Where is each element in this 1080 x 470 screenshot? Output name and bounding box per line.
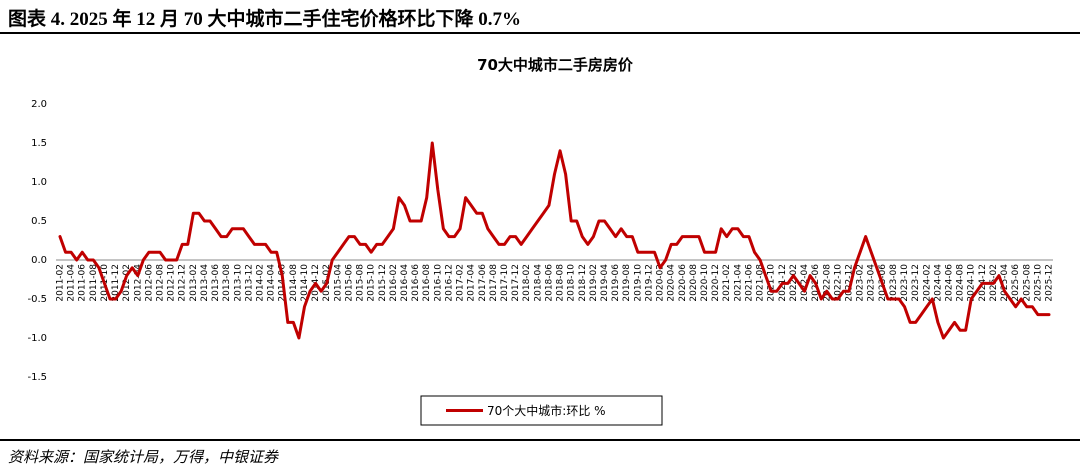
x-tick-label: 2016-06 bbox=[411, 264, 421, 302]
x-tick-label: 2016-08 bbox=[422, 264, 432, 302]
x-tick-label: 2012-10 bbox=[167, 264, 177, 302]
x-tick-label: 2020-02 bbox=[656, 264, 666, 302]
x-tick-label: 2019-10 bbox=[633, 264, 643, 302]
x-tick-label: 2013-10 bbox=[233, 264, 243, 302]
x-tick-label: 2013-02 bbox=[189, 264, 199, 302]
legend-label: 70个大中城市:环比 % bbox=[487, 403, 606, 418]
x-tick-label: 2019-02 bbox=[589, 264, 599, 302]
x-tick-label: 2015-12 bbox=[378, 264, 388, 302]
x-tick-label: 2014-04 bbox=[267, 264, 277, 302]
x-tick-label: 2025-10 bbox=[1033, 264, 1043, 302]
legend: 70个大中城市:环比 % bbox=[420, 395, 663, 426]
x-tick-label: 2019-04 bbox=[600, 264, 610, 302]
top-rule bbox=[0, 32, 1080, 34]
x-tick-label: 2022-08 bbox=[822, 264, 832, 302]
x-tick-label: 2018-08 bbox=[556, 264, 566, 302]
x-tick-label: 2022-10 bbox=[833, 264, 843, 302]
y-tick-label: -1.5 bbox=[27, 372, 47, 383]
y-tick-label: 0.0 bbox=[31, 255, 47, 266]
x-tick-label: 2022-04 bbox=[800, 264, 810, 302]
x-tick-label: 2023-04 bbox=[867, 264, 877, 302]
x-tick-label: 2012-02 bbox=[122, 264, 132, 302]
x-tick-label: 2021-04 bbox=[733, 264, 743, 302]
x-tick-label: 2015-04 bbox=[333, 264, 343, 302]
y-tick-label: 0.5 bbox=[31, 216, 47, 227]
x-tick-label: 2011-06 bbox=[78, 264, 88, 302]
x-tick-label: 2011-04 bbox=[67, 264, 77, 302]
x-tick-label: 2018-04 bbox=[533, 264, 543, 302]
x-tick-label: 2014-08 bbox=[289, 264, 299, 302]
x-tick-label: 2023-08 bbox=[889, 264, 899, 302]
x-tick-label: 2015-10 bbox=[367, 264, 377, 302]
x-tick-label: 2020-04 bbox=[667, 264, 677, 302]
x-tick-label: 2014-02 bbox=[256, 264, 266, 302]
x-tick-label: 2023-10 bbox=[900, 264, 910, 302]
x-tick-label: 2017-06 bbox=[478, 264, 488, 302]
x-tick-label: 2021-02 bbox=[722, 264, 732, 302]
x-tick-label: 2011-02 bbox=[56, 264, 66, 302]
chart: 70大中城市二手房房价 -1.5 -1.0 -0.5 0.0 0.5 1.0 1.5 2.0 2… bbox=[27, 56, 1055, 426]
x-tick-label: 2016-12 bbox=[444, 264, 454, 302]
x-tick-label: 2021-06 bbox=[744, 264, 754, 302]
x-tick-label: 2019-08 bbox=[622, 264, 632, 302]
x-tick-label: 2020-08 bbox=[689, 264, 699, 302]
x-tick-label: 2013-12 bbox=[244, 264, 254, 302]
x-tick-label: 2015-08 bbox=[356, 264, 366, 302]
x-tick-label: 2011-08 bbox=[89, 264, 99, 302]
x-tick-label: 2017-04 bbox=[467, 264, 477, 302]
x-tick-label: 2024-10 bbox=[967, 264, 977, 302]
x-tick-label: 2012-08 bbox=[156, 264, 166, 302]
x-tick-label: 2024-08 bbox=[956, 264, 966, 302]
y-tick-label: -1.0 bbox=[27, 333, 47, 344]
x-tick-label: 2023-12 bbox=[911, 264, 921, 302]
x-tick-label: 2017-10 bbox=[500, 264, 510, 302]
x-tick-label: 2018-06 bbox=[544, 264, 554, 302]
x-tick-label: 2018-10 bbox=[567, 264, 577, 302]
x-tick-label: 2016-10 bbox=[433, 264, 443, 302]
x-tick-label: 2012-04 bbox=[133, 264, 143, 302]
x-tick-label: 2016-04 bbox=[400, 264, 410, 302]
x-tick-label: 2019-12 bbox=[644, 264, 654, 302]
x-tick-label: 2020-10 bbox=[700, 264, 710, 302]
x-tick-label: 2021-10 bbox=[767, 264, 777, 302]
x-tick-label: 2024-06 bbox=[944, 264, 954, 302]
x-tick-label: 2020-06 bbox=[678, 264, 688, 302]
y-tick-label: 2.0 bbox=[31, 99, 47, 110]
y-tick-label: 1.0 bbox=[31, 177, 47, 188]
x-tick-label: 2025-06 bbox=[1011, 264, 1021, 302]
source-note: 资料来源：国家统计局，万得，中银证券 bbox=[8, 448, 279, 466]
bottom-rule bbox=[0, 439, 1080, 441]
x-tick-label: 2025-08 bbox=[1022, 264, 1032, 302]
x-tick-label: 2017-02 bbox=[456, 264, 466, 302]
y-tick-label: 1.5 bbox=[31, 138, 47, 149]
data-line bbox=[58, 141, 1051, 340]
x-tick-label: 2017-08 bbox=[489, 264, 499, 302]
x-tick-label: 2019-06 bbox=[611, 264, 621, 302]
x-tick-label: 2017-12 bbox=[511, 264, 521, 302]
x-tick-label: 2012-06 bbox=[144, 264, 154, 302]
x-tick-label: 2018-02 bbox=[522, 264, 532, 302]
x-tick-label: 2011-12 bbox=[111, 264, 121, 302]
x-tick-label: 2021-08 bbox=[756, 264, 766, 302]
x-tick-label: 2023-02 bbox=[856, 264, 866, 302]
x-tick-label: 2014-10 bbox=[300, 264, 310, 302]
x-tick-label: 2015-06 bbox=[344, 264, 354, 302]
figure-title: 图表 4. 2025 年 12 月 70 大中城市二手住宅价格环比下降 0.7% bbox=[8, 9, 522, 30]
x-tick-label: 2016-02 bbox=[389, 264, 399, 302]
x-tick-label: 2024-02 bbox=[922, 264, 932, 302]
x-tick-label: 2025-04 bbox=[1000, 264, 1010, 302]
x-tick-label: 2013-08 bbox=[222, 264, 232, 302]
x-tick-label: 2012-12 bbox=[178, 264, 188, 302]
chart-title: 70大中城市二手房房价 bbox=[477, 56, 634, 74]
x-tick-label: 2024-04 bbox=[933, 264, 943, 302]
x-tick-label: 2020-12 bbox=[711, 264, 721, 302]
y-tick-label: -0.5 bbox=[27, 294, 47, 305]
x-tick-label: 2025-12 bbox=[1045, 264, 1055, 302]
x-tick-label: 2018-12 bbox=[578, 264, 588, 302]
x-tick-label: 2022-02 bbox=[789, 264, 799, 302]
x-tick-label: 2013-04 bbox=[200, 264, 210, 302]
x-tick-label: 2013-06 bbox=[211, 264, 221, 302]
